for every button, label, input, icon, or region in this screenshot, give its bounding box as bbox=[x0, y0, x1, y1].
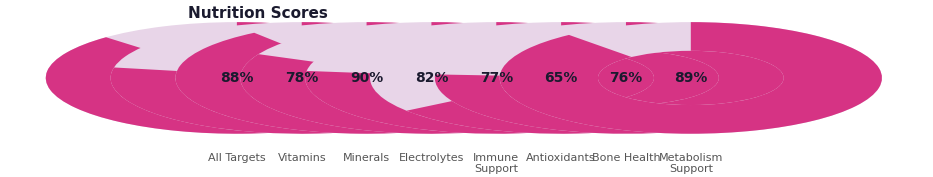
Wedge shape bbox=[305, 22, 688, 134]
Wedge shape bbox=[175, 22, 558, 134]
Wedge shape bbox=[370, 22, 752, 134]
Text: 65%: 65% bbox=[545, 71, 578, 85]
Wedge shape bbox=[435, 22, 817, 134]
Wedge shape bbox=[500, 22, 882, 134]
Text: Antioxidants: Antioxidants bbox=[526, 153, 596, 163]
Wedge shape bbox=[500, 22, 882, 134]
Text: Metabolism
Support: Metabolism Support bbox=[659, 153, 723, 175]
Text: 90%: 90% bbox=[350, 71, 383, 85]
Text: Bone Health: Bone Health bbox=[592, 153, 661, 163]
Wedge shape bbox=[407, 22, 752, 134]
Text: 78%: 78% bbox=[285, 71, 318, 85]
Text: Vitamins: Vitamins bbox=[277, 153, 326, 163]
Wedge shape bbox=[241, 22, 622, 134]
Wedge shape bbox=[241, 22, 622, 134]
Text: 88%: 88% bbox=[220, 71, 254, 85]
Text: All Targets: All Targets bbox=[208, 153, 266, 163]
Text: 76%: 76% bbox=[609, 71, 643, 85]
Wedge shape bbox=[111, 22, 493, 134]
Wedge shape bbox=[305, 22, 688, 134]
Wedge shape bbox=[46, 22, 428, 134]
Wedge shape bbox=[111, 22, 493, 134]
Text: Nutrition Scores: Nutrition Scores bbox=[188, 6, 327, 21]
Text: 77%: 77% bbox=[480, 71, 513, 85]
Text: Minerals: Minerals bbox=[343, 153, 390, 163]
Text: 82%: 82% bbox=[414, 71, 448, 85]
Wedge shape bbox=[435, 22, 817, 134]
Text: Immune
Support: Immune Support bbox=[473, 153, 520, 175]
Wedge shape bbox=[175, 22, 558, 134]
Text: 89%: 89% bbox=[675, 71, 707, 85]
Wedge shape bbox=[46, 22, 428, 134]
Text: Electrolytes: Electrolytes bbox=[398, 153, 464, 163]
